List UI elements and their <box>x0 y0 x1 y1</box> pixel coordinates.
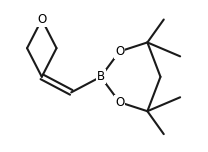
Text: O: O <box>37 13 46 26</box>
Text: B: B <box>97 70 105 83</box>
Text: O: O <box>115 96 124 109</box>
Text: O: O <box>115 45 124 58</box>
